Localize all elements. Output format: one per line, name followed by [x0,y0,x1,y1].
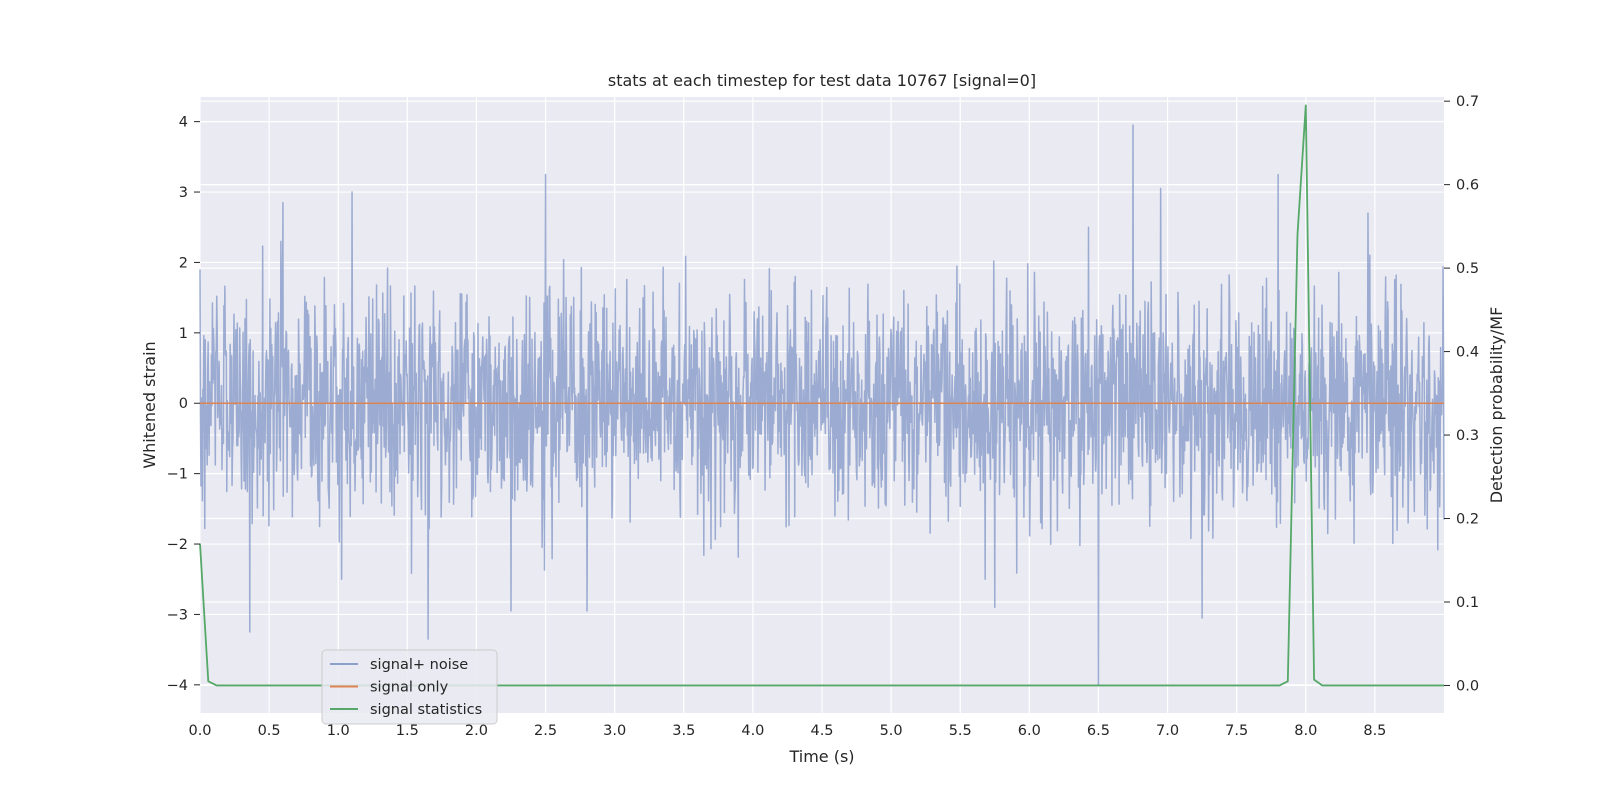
y-left-tick-label: 1 [179,326,188,342]
y-right-tick-label: 0.1 [1456,595,1479,611]
x-tick-label: 2.5 [534,723,557,739]
x-tick-label: 8.5 [1363,723,1386,739]
legend-label: signal only [370,680,449,696]
y-left-tick-label: 2 [179,255,188,271]
signal-statistics-line [199,104,1444,687]
x-tick-label: 1.5 [396,723,419,739]
y-left-tick-label: 0 [179,396,188,412]
y-left-tick-label: 4 [179,115,188,131]
axis-ticks: 0.0 0.5 1.0 1.5 2.0 2.5 3.0 3.5 4.0 4.5 5.0 5.5 6.0 6… [167,94,1479,739]
y-right-tick-label: 0.3 [1456,428,1479,444]
x-tick-label: 0.0 [188,723,211,739]
x-tick-label: 5.0 [880,723,903,739]
y-left-tick-label: −3 [167,607,188,623]
chart-title: stats at each timestep for test data 107… [608,71,1036,90]
legend-label: signal statistics [370,702,482,718]
y-left-tick-label: −1 [167,467,188,483]
legend-box [321,649,498,725]
series-signal-statistics [199,104,1444,687]
x-tick-label: 7.0 [1156,723,1179,739]
y-axis-left-title: Whitened strain [140,341,159,468]
x-tick-label: 4.0 [741,723,764,739]
series-signal-noise [199,124,1445,686]
y-right-tick-label: 0.2 [1456,512,1479,528]
y-right-tick-label: 0.5 [1456,261,1479,277]
signal-noise-line [199,124,1445,686]
legend-label: signal+ noise [370,657,468,673]
x-tick-label: 3.5 [672,723,695,739]
legend: signal+ noise signal only signal statistic… [321,649,498,725]
x-tick-label: 2.0 [465,723,488,739]
y-right-tick-label: 0.0 [1456,678,1479,694]
y-axis-right-title: Detection probability/MF [1487,307,1506,504]
y-right-tick-label: 0.7 [1456,94,1479,110]
x-tick-label: 6.5 [1087,723,1110,739]
x-tick-label: 8.0 [1294,723,1317,739]
y-left-tick-label: −4 [167,678,188,694]
y-left-tick-label: 3 [179,185,188,201]
y-right-tick-label: 0.6 [1456,178,1479,194]
x-tick-label: 0.5 [258,723,281,739]
x-tick-label: 5.5 [949,723,972,739]
y-right-tick-label: 0.4 [1456,345,1479,361]
x-tick-label: 7.5 [1225,723,1248,739]
x-tick-label: 4.5 [810,723,833,739]
x-tick-label: 6.0 [1018,723,1041,739]
y-left-tick-label: −2 [167,537,188,553]
x-tick-label: 1.0 [327,723,350,739]
x-axis-title: Time (s) [788,747,854,766]
x-tick-label: 3.0 [603,723,626,739]
